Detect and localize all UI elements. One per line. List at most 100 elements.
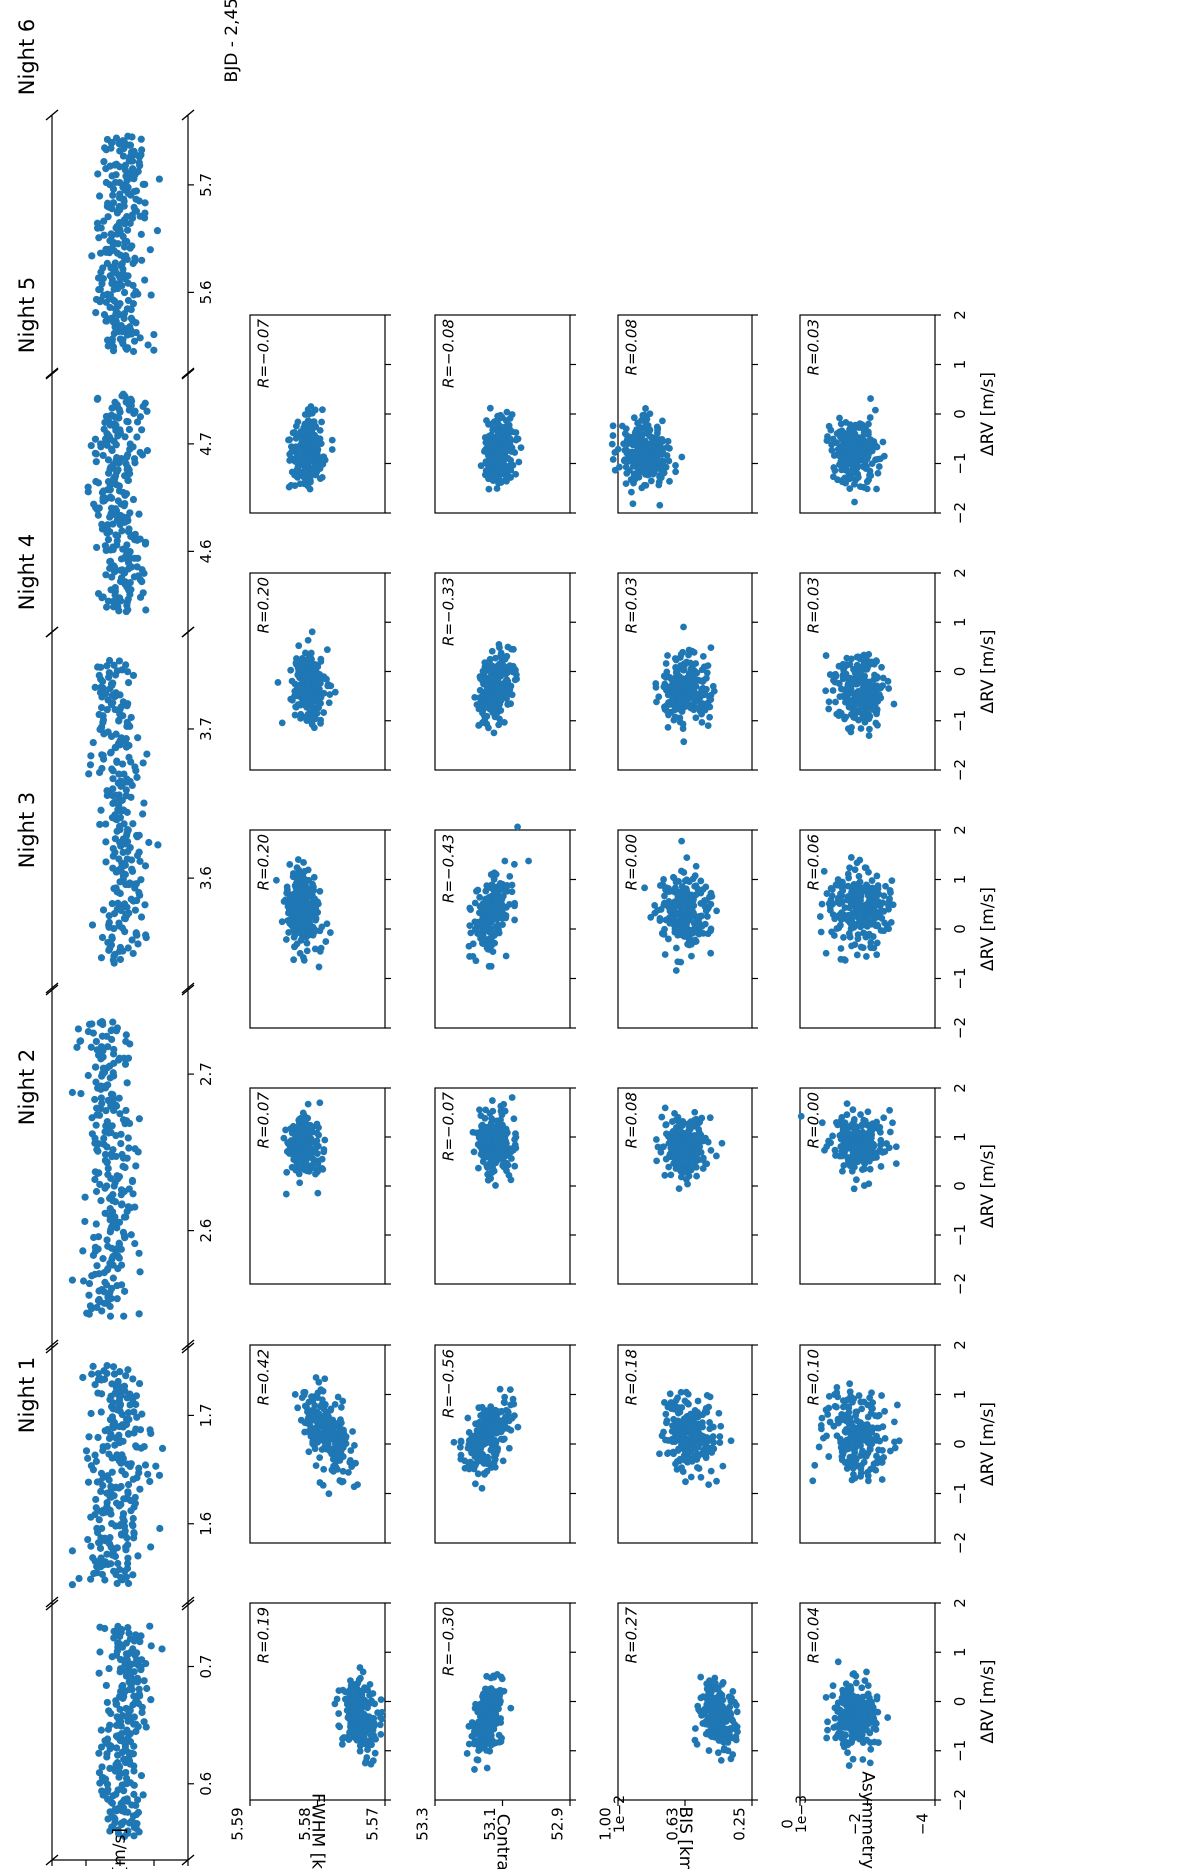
corr-point <box>484 693 491 701</box>
corr-point <box>298 446 305 454</box>
corr-point <box>486 660 494 667</box>
r-label: R=0.07 <box>255 1092 273 1149</box>
corr-point <box>699 1423 706 1431</box>
corr-point <box>471 1766 478 1773</box>
ts-point <box>123 541 131 549</box>
corr-point <box>350 1691 358 1699</box>
corr-point <box>304 1100 312 1108</box>
ts-point <box>102 690 110 698</box>
ts-point <box>100 425 108 433</box>
corr-point <box>506 415 514 422</box>
ts-point <box>119 1510 128 1518</box>
corr-point <box>706 1425 714 1433</box>
corr-panel-r1-c2: R=0.42 <box>249 1344 391 1544</box>
ts-point <box>136 1485 144 1493</box>
ts-point <box>119 848 127 857</box>
corr-point <box>478 1484 486 1492</box>
corr-point <box>295 899 303 907</box>
corr-point <box>316 948 324 955</box>
ts-point <box>125 1185 133 1193</box>
corr-point <box>465 942 473 950</box>
ts-point <box>117 734 126 742</box>
ts-point <box>133 536 141 544</box>
ts-point <box>95 1140 103 1148</box>
corr-point <box>338 1478 346 1486</box>
ts-point <box>98 1017 106 1026</box>
ts-point <box>97 663 105 671</box>
ts-point <box>73 1043 81 1051</box>
ts-point <box>131 763 139 771</box>
ts-point <box>123 417 131 426</box>
corr-point <box>291 931 299 939</box>
corr-point <box>349 1729 357 1737</box>
ts-point <box>114 466 122 474</box>
ts-point <box>125 525 133 533</box>
corr-point <box>478 1743 485 1751</box>
corr-point <box>356 1697 364 1705</box>
ts-point <box>118 666 126 674</box>
corr-point <box>714 1693 722 1701</box>
ts-point <box>126 141 135 149</box>
ts-point <box>130 455 139 463</box>
corr-point <box>470 1148 478 1156</box>
ts-point <box>120 1312 128 1320</box>
corr-point <box>299 1109 307 1117</box>
ts-point <box>104 1043 112 1051</box>
ts-point <box>102 820 110 828</box>
ts-point <box>115 202 123 211</box>
ts-point <box>130 1720 138 1728</box>
corr-point <box>482 1728 490 1736</box>
corr-point <box>500 1100 508 1108</box>
ts-point <box>147 1543 155 1551</box>
ts-point <box>103 706 111 714</box>
corr-point <box>715 1409 723 1417</box>
ts-point <box>95 192 104 200</box>
corr-point <box>497 707 505 714</box>
ts-point <box>132 1162 140 1170</box>
ts-point <box>95 234 103 242</box>
ts-point <box>127 1231 135 1239</box>
corr-point <box>273 876 280 884</box>
ts-point <box>123 1726 131 1734</box>
ts-point <box>94 1370 102 1378</box>
ts-point <box>117 511 125 520</box>
corr-point <box>702 1442 710 1449</box>
corr-point <box>328 446 336 453</box>
corr-point <box>317 1386 325 1394</box>
corr-point <box>311 1445 319 1453</box>
corr-point <box>712 1685 720 1693</box>
ts-point <box>108 404 116 412</box>
corr-point <box>487 962 495 970</box>
ts-point <box>136 448 144 457</box>
corr-point <box>709 1433 717 1440</box>
corr-point <box>366 1680 374 1688</box>
ts-point <box>133 1796 142 1804</box>
ts-point <box>104 597 113 605</box>
ts-point <box>132 1442 140 1450</box>
corr-point <box>309 913 317 921</box>
corr-point <box>481 1470 488 1478</box>
corr-point <box>297 714 304 722</box>
ts-point <box>139 759 147 767</box>
ts-point <box>111 583 119 592</box>
ts-point <box>103 521 112 529</box>
ts-point <box>156 1524 164 1533</box>
ts-point <box>68 1088 76 1097</box>
ts-point <box>123 226 132 234</box>
corr-point <box>685 1400 692 1408</box>
corr-point <box>301 1428 309 1436</box>
corr-point <box>339 1453 347 1460</box>
corr-point <box>497 1435 505 1443</box>
ts-point <box>114 1377 122 1386</box>
ts-point <box>115 657 124 665</box>
corr-point <box>497 1689 504 1697</box>
ts-point <box>146 1477 154 1486</box>
corr-point <box>285 929 293 936</box>
ts-point <box>94 1433 102 1442</box>
ts-point <box>97 440 105 448</box>
ts-point <box>116 190 124 198</box>
corr-panel-r1-c5: R=0.20 <box>249 572 391 771</box>
corr-point <box>463 1750 471 1757</box>
ts-point <box>136 334 144 342</box>
